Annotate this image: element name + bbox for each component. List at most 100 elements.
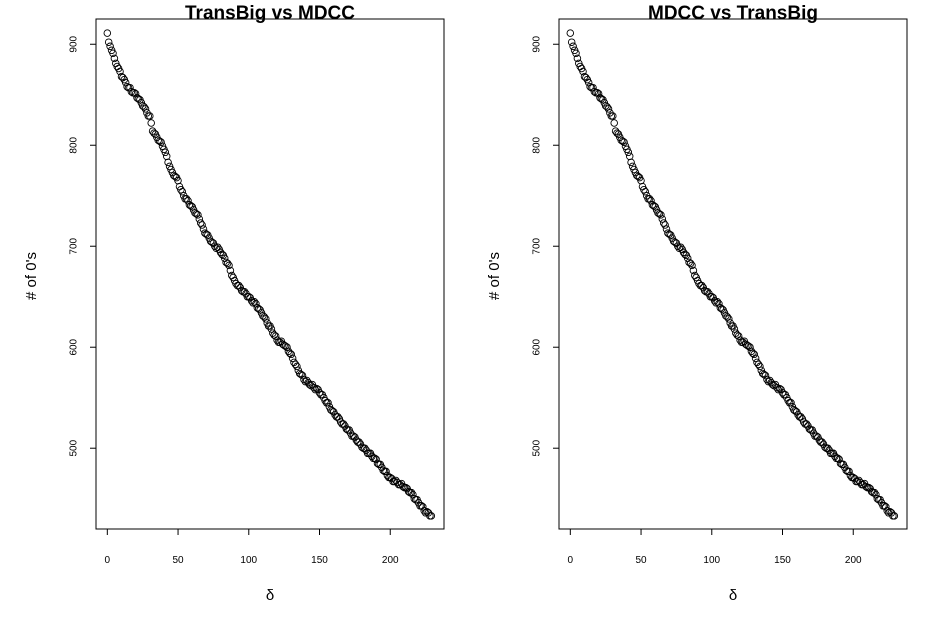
- data-point: [865, 483, 873, 492]
- y-tick-label: 900: [69, 35, 80, 52]
- data-point: [260, 313, 269, 321]
- data-point: [116, 67, 124, 76]
- data-point: [620, 138, 628, 146]
- data-point: [645, 195, 654, 203]
- data-point: [349, 432, 358, 440]
- panel-mdcc-vs-transbig: MDCC vs TransBig δ # of 0's 0 50 100 150 200…: [486, 3, 908, 604]
- data-point: [110, 54, 119, 63]
- data-point: [419, 503, 427, 511]
- x-tick-label: 0: [568, 555, 574, 566]
- data-point: [283, 343, 291, 351]
- data-point: [287, 350, 295, 359]
- data-point: [609, 112, 617, 120]
- x-tick-label: 50: [635, 555, 647, 566]
- data-point: [407, 488, 416, 497]
- data-point: [267, 325, 276, 333]
- data-point: [734, 332, 743, 340]
- data-point: [157, 138, 165, 146]
- data-point: [750, 350, 758, 359]
- x-tick-label: 0: [105, 555, 111, 566]
- data-point: [199, 225, 208, 233]
- data-point: [662, 225, 671, 233]
- data-point: [658, 215, 667, 223]
- y-tick-label: 700: [69, 237, 80, 254]
- data-point: [567, 38, 576, 46]
- data-point: [870, 488, 879, 497]
- data-point: [194, 211, 202, 219]
- y-tick-label: 600: [532, 338, 543, 355]
- data-point: [845, 467, 853, 476]
- data-point: [208, 238, 216, 246]
- y-tick-label: 500: [69, 439, 80, 456]
- data-point: [624, 148, 633, 157]
- data-point: [723, 313, 732, 321]
- data-point: [725, 315, 733, 323]
- x-axis-label: δ: [266, 587, 274, 604]
- data-point: [641, 187, 650, 196]
- plot-frame: [95, 18, 445, 530]
- data-point: [103, 29, 112, 37]
- data-point: [195, 215, 204, 223]
- data-point: [751, 354, 760, 363]
- data-point: [164, 158, 172, 167]
- y-tick-label: 700: [532, 237, 543, 254]
- data-point: [573, 54, 582, 63]
- data-point: [141, 105, 150, 113]
- data-point: [223, 259, 232, 268]
- data-point: [178, 187, 187, 196]
- data-point: [566, 29, 575, 37]
- data-point: [713, 298, 722, 306]
- data-point: [746, 343, 754, 351]
- data-point: [688, 261, 696, 270]
- data-point: [225, 261, 233, 270]
- data-point: [427, 512, 436, 520]
- data-point: [882, 503, 890, 511]
- y-tick-label: 800: [69, 136, 80, 153]
- data-point: [787, 399, 795, 407]
- data-point: [659, 219, 668, 227]
- y-axis-label: # of 0's: [486, 252, 503, 300]
- data-point: [671, 238, 679, 246]
- data-point: [569, 42, 577, 51]
- y-tick-label: 600: [69, 338, 80, 355]
- data-point: [382, 467, 390, 476]
- data-point: [218, 250, 226, 259]
- data-point: [681, 250, 689, 259]
- data-point: [604, 105, 613, 113]
- data-point: [686, 259, 695, 268]
- data-point: [226, 266, 235, 275]
- y-tick-label: 800: [532, 136, 543, 153]
- data-point: [657, 211, 665, 219]
- x-tick-label: 100: [240, 555, 257, 566]
- data-point: [756, 362, 764, 371]
- data-point: [812, 432, 821, 440]
- data-point: [177, 185, 185, 194]
- data-point: [162, 152, 171, 161]
- data-point: [640, 185, 648, 194]
- data-point: [661, 221, 669, 229]
- chart-title: MDCC vs TransBig: [648, 3, 818, 24]
- y-axis-label: # of 0's: [23, 252, 40, 300]
- data-point: [104, 38, 113, 46]
- x-tick-label: 200: [845, 555, 862, 566]
- x-tick-label: 100: [703, 555, 720, 566]
- chart-title: TransBig vs MDCC: [185, 3, 355, 24]
- data-point: [754, 360, 763, 369]
- x-axis-label: δ: [729, 587, 737, 604]
- x-tick-label: 150: [774, 555, 791, 566]
- data-point: [291, 360, 300, 369]
- data-point: [627, 158, 635, 167]
- data-point: [761, 371, 770, 380]
- data-point: [890, 512, 899, 520]
- data-point: [182, 195, 191, 203]
- data-point: [262, 315, 270, 323]
- data-point: [146, 112, 154, 120]
- plot-frame: [558, 18, 908, 530]
- y-tick-label: 500: [532, 439, 543, 456]
- data-point: [147, 119, 155, 127]
- data-point: [106, 42, 114, 51]
- data-point: [730, 325, 739, 333]
- data-point: [161, 148, 170, 157]
- data-point: [198, 221, 206, 229]
